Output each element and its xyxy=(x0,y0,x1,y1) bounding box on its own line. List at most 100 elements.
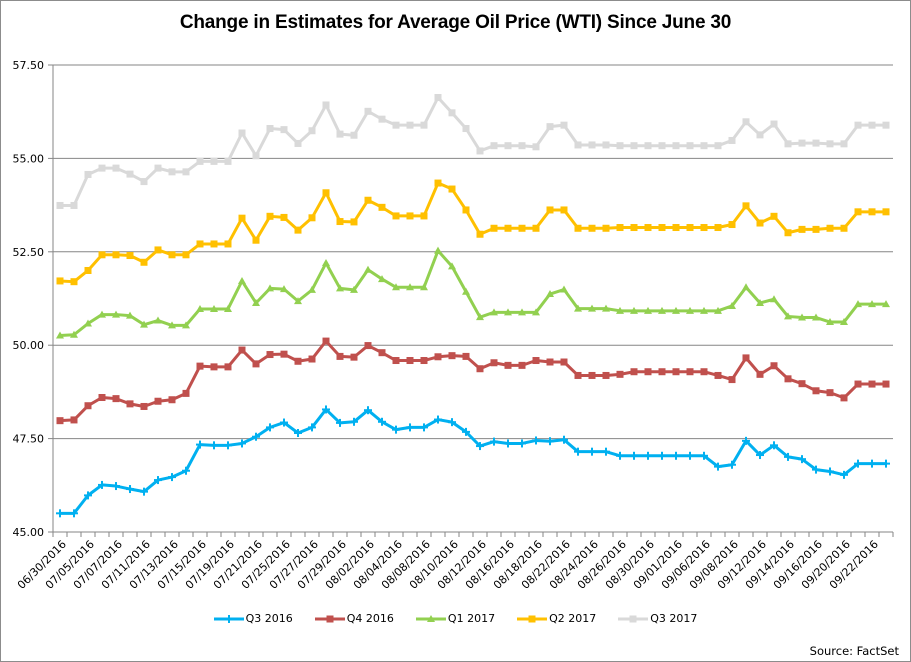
data-point xyxy=(658,451,666,460)
data-point xyxy=(182,168,190,176)
data-point xyxy=(546,123,554,131)
data-point xyxy=(560,435,568,444)
data-point xyxy=(140,320,148,328)
data-point xyxy=(406,423,414,432)
data-point xyxy=(168,251,176,259)
data-point xyxy=(252,152,260,160)
data-point xyxy=(658,142,666,150)
data-point xyxy=(56,417,64,425)
data-point xyxy=(742,118,750,126)
data-point xyxy=(854,380,862,388)
data-point xyxy=(364,342,372,350)
data-point xyxy=(84,402,92,410)
data-point xyxy=(378,115,386,123)
data-point xyxy=(406,357,414,365)
data-point xyxy=(392,212,400,220)
data-point xyxy=(868,459,876,468)
data-point xyxy=(644,306,652,314)
legend-label: Q3 2016 xyxy=(245,612,293,625)
data-point xyxy=(196,240,204,248)
legend-swatch xyxy=(314,615,345,622)
data-point xyxy=(266,351,274,359)
data-point xyxy=(210,441,218,450)
data-point xyxy=(70,330,78,338)
data-point xyxy=(224,363,232,371)
data-point xyxy=(448,418,456,427)
data-point xyxy=(210,304,218,312)
data-point xyxy=(294,226,302,234)
data-point xyxy=(126,485,134,494)
data-point xyxy=(350,131,358,139)
data-point xyxy=(616,142,624,150)
data-point xyxy=(742,283,750,291)
data-point xyxy=(322,189,330,197)
data-point xyxy=(714,142,722,150)
data-point xyxy=(252,298,260,306)
data-point xyxy=(56,509,64,518)
data-point xyxy=(112,164,120,172)
data-point xyxy=(140,402,148,410)
data-point xyxy=(504,224,512,232)
data-point xyxy=(392,357,400,365)
data-point xyxy=(700,368,708,376)
data-point xyxy=(826,467,834,476)
data-point xyxy=(420,121,428,129)
data-point xyxy=(826,318,834,326)
data-point xyxy=(630,306,638,314)
data-point xyxy=(420,283,428,291)
data-point xyxy=(756,451,764,460)
data-point xyxy=(238,129,246,137)
data-point xyxy=(854,121,862,129)
data-point xyxy=(266,125,274,133)
y-tick-label: 52.50 xyxy=(13,246,45,259)
data-point xyxy=(672,368,680,376)
data-point xyxy=(434,353,442,361)
data-point xyxy=(882,300,890,308)
data-point xyxy=(868,380,876,388)
series-line xyxy=(60,96,886,207)
data-point xyxy=(756,370,764,378)
data-point xyxy=(602,304,610,312)
data-point xyxy=(210,157,218,165)
data-point xyxy=(462,125,470,133)
data-point xyxy=(700,306,708,314)
data-point xyxy=(602,224,610,232)
data-point xyxy=(616,224,624,232)
data-point xyxy=(812,465,820,474)
data-point xyxy=(98,310,106,318)
data-point xyxy=(798,225,806,233)
data-point xyxy=(504,439,512,448)
data-point xyxy=(294,139,302,147)
data-point xyxy=(280,126,288,134)
data-point xyxy=(98,251,106,259)
legend-item: Q3 2017 xyxy=(618,612,697,625)
data-point xyxy=(448,262,456,270)
data-point xyxy=(364,196,372,204)
data-point xyxy=(826,140,834,148)
data-point xyxy=(686,306,694,314)
data-point xyxy=(770,120,778,128)
data-point xyxy=(462,427,470,436)
data-point xyxy=(532,224,540,232)
series-group xyxy=(56,94,890,518)
data-point xyxy=(426,614,435,622)
data-point xyxy=(742,354,750,362)
data-point xyxy=(532,308,540,316)
data-point xyxy=(294,357,302,365)
data-point xyxy=(182,466,190,475)
data-point xyxy=(336,418,344,427)
data-point xyxy=(518,361,526,369)
data-point xyxy=(560,358,568,366)
chart-title: Change in Estimates for Average Oil Pric… xyxy=(179,12,732,33)
data-point xyxy=(420,357,428,365)
legend-swatch xyxy=(415,614,446,622)
data-point xyxy=(658,306,666,314)
data-point xyxy=(700,224,708,232)
data-point xyxy=(182,389,190,397)
data-point xyxy=(630,451,638,460)
data-point xyxy=(280,213,288,221)
data-point xyxy=(686,224,694,232)
data-point xyxy=(434,179,442,187)
data-point xyxy=(546,206,554,214)
